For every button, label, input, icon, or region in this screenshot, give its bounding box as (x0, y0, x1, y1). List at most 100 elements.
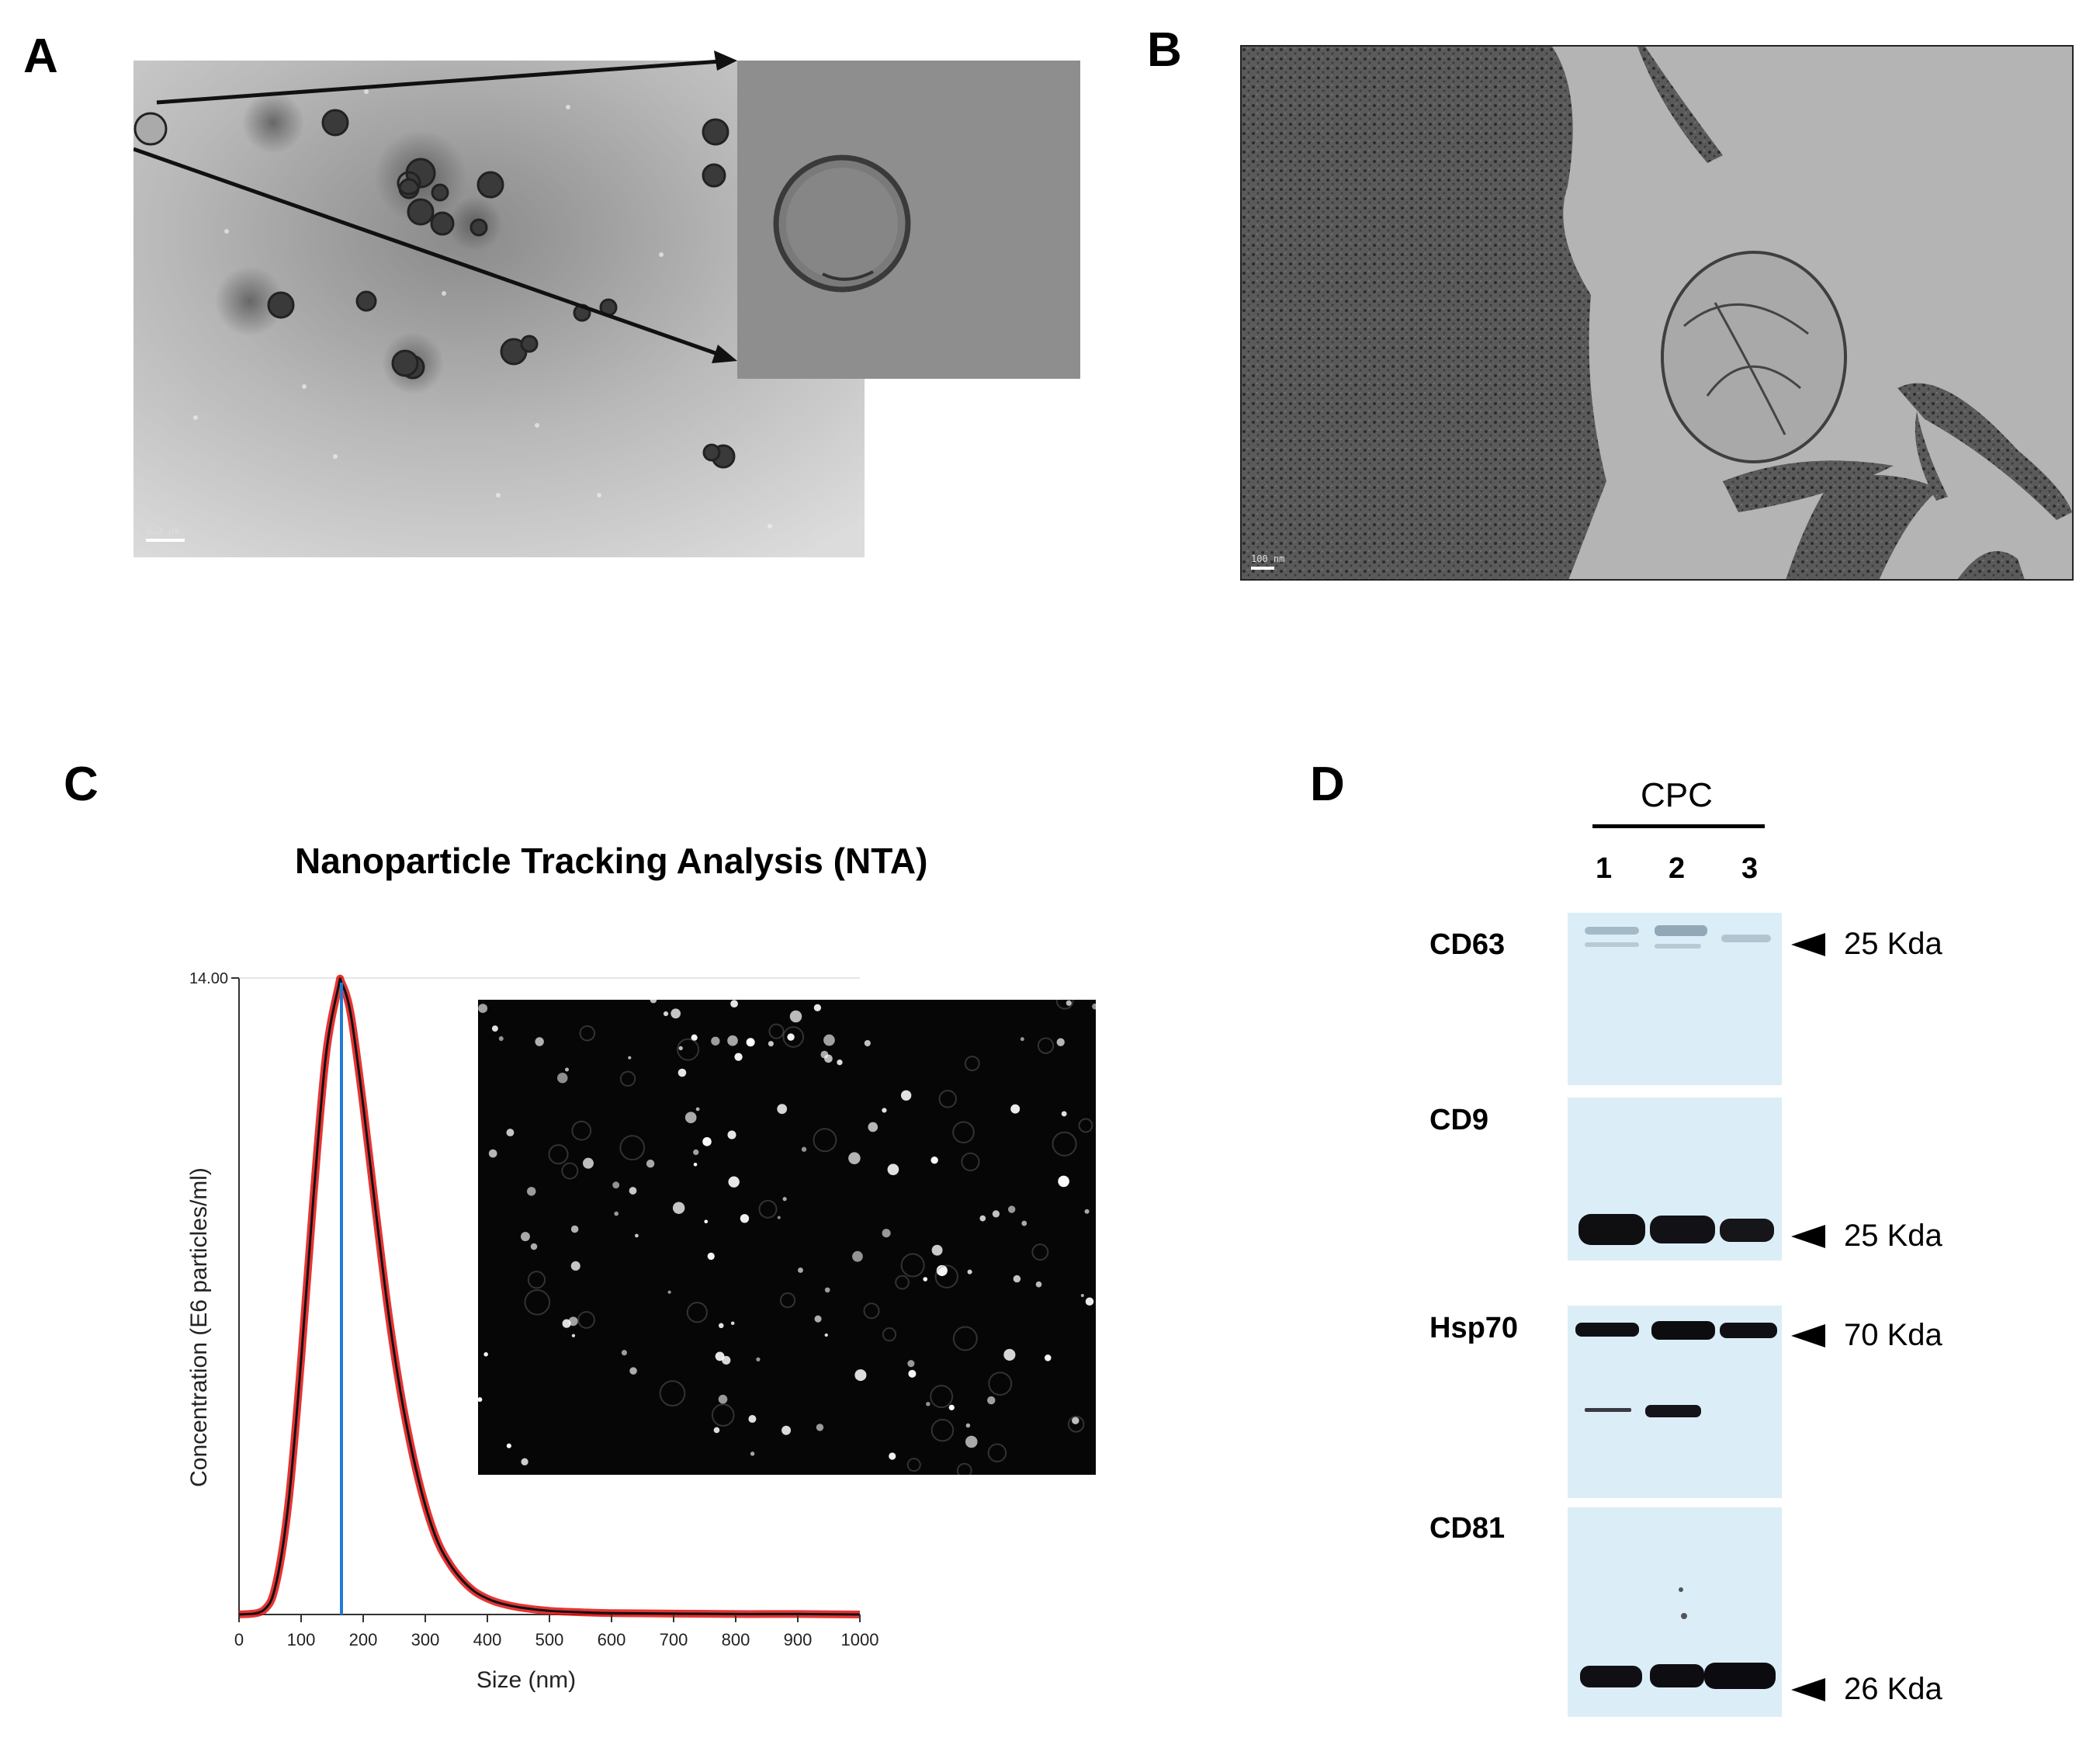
nta-particle (727, 1130, 736, 1139)
chart-x-tick-label: 800 (722, 1630, 750, 1649)
nta-particle (854, 1369, 867, 1382)
nta-particle (936, 1264, 948, 1277)
nta-particle-halo (527, 1271, 546, 1289)
nta-particle-halo (548, 1144, 569, 1165)
panel-b-tem-image: 100 nm (1240, 45, 2074, 581)
chart-x-tick-label: 200 (349, 1630, 378, 1649)
nta-particle (693, 1149, 699, 1156)
nta-particle (718, 1394, 728, 1404)
nta-particle (1021, 1220, 1027, 1226)
cd81-size-label: 26 Kda (1844, 1672, 1942, 1706)
nta-particle (1007, 1205, 1016, 1213)
nta-particle (646, 1159, 655, 1168)
nta-particle-halo (1078, 1118, 1093, 1133)
nta-particle-halo (579, 1025, 596, 1042)
nta-particle (1092, 1003, 1096, 1010)
nta-particle (797, 1268, 803, 1273)
chart-y-axis-label: Concentration (E6 particles/ml) (186, 1167, 212, 1487)
nta-particle (1003, 1348, 1016, 1361)
nta-particle-halo (619, 1135, 646, 1161)
cd9-arrowhead (1791, 1225, 1825, 1248)
cd9-label: CD9 (1429, 1104, 1489, 1136)
panel-a-zoom-arrows (133, 50, 737, 363)
chart-x-axis-label: Size (nm) (476, 1667, 576, 1693)
nta-particle (730, 1321, 735, 1326)
cd63-arrowhead (1791, 933, 1825, 956)
nta-particle (521, 1232, 530, 1242)
nta-particle (868, 1122, 878, 1132)
nta-particle (672, 1202, 685, 1214)
nta-particle (837, 1060, 843, 1066)
nta-particle (702, 1137, 712, 1146)
nta-particle (570, 1225, 579, 1233)
nta-particle (478, 1397, 483, 1403)
nta-particle (483, 1352, 488, 1357)
cd63-label: CD63 (1429, 928, 1506, 961)
nta-particle (750, 1451, 755, 1456)
nta-particle (727, 1035, 738, 1046)
nta-particle (987, 1396, 996, 1405)
nta-particle (583, 1157, 594, 1169)
nta-particle-halo (964, 1056, 980, 1072)
nta-particle (713, 1427, 720, 1434)
nta-particle (824, 1054, 833, 1063)
nta-particle (693, 1162, 698, 1167)
nta-particle (948, 1404, 955, 1410)
nta-particle (1020, 1037, 1024, 1042)
nta-particle (908, 1369, 917, 1378)
nta-chart: 0 100 200 300 400 500 600 700 800 900 1000 14.00 Si… (186, 970, 878, 1693)
nta-particle-halo (961, 1152, 980, 1171)
nta-particle (663, 1011, 669, 1017)
nta-particle (498, 1036, 504, 1042)
nta-particle-halo (779, 1292, 796, 1309)
nta-particle-halo (930, 1418, 955, 1442)
nta-particle (1080, 1294, 1084, 1298)
nta-particle (801, 1146, 807, 1152)
nta-particle-halo (988, 1372, 1013, 1396)
nta-particle (691, 1034, 698, 1041)
nta-particle-halo (659, 1380, 686, 1407)
nta-particle-halo (677, 1038, 700, 1061)
nta-particle-halo (1067, 1415, 1085, 1433)
nta-particle (568, 1316, 578, 1327)
nta-particle (557, 1072, 568, 1084)
nta-particle (571, 1334, 576, 1337)
nta-particle-halo (1055, 1000, 1074, 1010)
nta-particle (889, 1452, 896, 1460)
panel-a-label: A (23, 29, 58, 83)
panel-a-scalebar: 0.2 µm (146, 525, 179, 536)
nta-particle-halo (571, 1120, 592, 1141)
cd9-size-label: 25 Kda (1844, 1219, 1942, 1253)
nta-particle-halo (813, 1128, 837, 1153)
nta-particle (1085, 1297, 1094, 1306)
nta-particle (635, 1233, 639, 1238)
nta-particle-halo (619, 1070, 636, 1087)
nta-particle-halo (900, 1253, 925, 1278)
nta-particle (967, 1269, 972, 1275)
nta-particle (768, 1041, 774, 1047)
nta-particle (740, 1214, 750, 1223)
nta-particle (678, 1046, 683, 1051)
nta-particle (629, 1367, 637, 1375)
nta-video-frame (478, 1000, 1096, 1475)
nta-particle (612, 1181, 620, 1189)
nta-particle-halo (561, 1162, 579, 1180)
nta-particle-halo (1037, 1037, 1055, 1054)
nta-particle (704, 1219, 709, 1224)
nta-particle (748, 1415, 757, 1424)
chart-x-tick-label: 400 (473, 1630, 502, 1649)
nta-particle-halo (956, 1462, 972, 1475)
nta-particle (1072, 1417, 1079, 1424)
nta-particle-halo (768, 1023, 785, 1039)
hsp70-blot (1568, 1306, 1782, 1498)
nta-particle-halo (686, 1302, 708, 1323)
hsp70-arrowhead (1791, 1324, 1825, 1347)
cd81-blot (1568, 1507, 1782, 1717)
nta-particle (521, 1458, 528, 1465)
nta-particle (1010, 1104, 1021, 1114)
nta-particle (979, 1215, 986, 1222)
nta-particle (650, 1000, 657, 1004)
cd9-blot (1568, 1098, 1782, 1261)
nta-particle-halo (758, 1199, 778, 1219)
nta-particle (667, 1290, 671, 1294)
